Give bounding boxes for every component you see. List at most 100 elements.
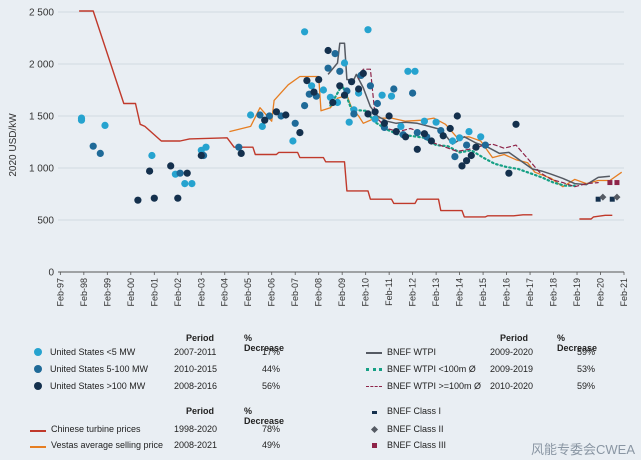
x-tick-label: Feb-06	[267, 278, 277, 307]
legend-period: 2008-2016	[174, 381, 218, 391]
legend-period: 2009-2020	[490, 347, 534, 357]
data-point	[392, 128, 400, 136]
x-tick-label: Feb-09	[337, 278, 347, 307]
data-point	[315, 76, 323, 84]
y-axis-label: 2020 USD/kW	[8, 113, 19, 177]
x-tick-label: Feb-04	[220, 278, 230, 307]
class-marker	[613, 193, 621, 201]
x-tick-label: Feb-20	[596, 278, 606, 307]
x-tick-label: Feb-17	[525, 278, 535, 307]
data-point	[409, 89, 417, 97]
data-point	[390, 85, 398, 93]
series-line	[79, 10, 533, 218]
legend-decrease: 49%	[262, 440, 281, 450]
data-point	[148, 151, 156, 160]
x-tick-label: Feb-14	[455, 278, 465, 307]
data-point	[420, 117, 428, 125]
data-point	[350, 110, 358, 118]
data-point	[512, 120, 520, 128]
x-tick-label: Feb-08	[314, 278, 324, 307]
data-point	[446, 124, 454, 133]
y-tick-label: 2 500	[29, 8, 54, 19]
data-point	[366, 82, 374, 90]
data-point	[449, 137, 457, 145]
data-point	[340, 59, 349, 67]
data-point	[134, 196, 142, 204]
data-point	[197, 151, 205, 160]
legend-label: United States >100 MW	[50, 381, 146, 391]
legend-period: 2010-2015	[174, 364, 218, 374]
legend-decrease: 78%	[262, 424, 281, 434]
legend-label: BNEF Class II	[387, 424, 444, 434]
legend-label: BNEF Class I	[387, 406, 442, 416]
data-point	[413, 129, 421, 137]
legend-period: 1998-2020	[174, 424, 218, 434]
data-point	[324, 46, 332, 55]
data-point	[427, 137, 435, 145]
data-point	[96, 149, 104, 157]
legend-swatch-icon	[366, 352, 382, 354]
legend-decrease: 59%	[577, 381, 596, 391]
data-point	[397, 122, 405, 130]
legend-label: BNEF WTPI >=100m Ø	[387, 381, 482, 391]
legend-lines-decrease-header: % Decrease	[244, 406, 285, 426]
x-tick-label: Feb-01	[149, 278, 159, 307]
legend-swatch-icon	[34, 348, 42, 356]
class-marker	[609, 196, 615, 202]
data-point	[463, 141, 471, 149]
data-point	[303, 77, 311, 85]
x-tick-label: Feb-98	[79, 278, 89, 307]
data-point	[77, 116, 86, 124]
legend-swatch-icon	[372, 411, 377, 414]
legend-period-header: Period	[186, 333, 215, 343]
legend-swatch-icon	[366, 368, 382, 371]
y-axis: 0 500 1 000 1 500 2 000 2 500	[29, 8, 54, 279]
legend-swatch-icon	[370, 425, 379, 434]
legend-swatch-icon	[34, 382, 42, 390]
data-point	[258, 122, 266, 130]
data-point	[181, 180, 189, 188]
data-point	[364, 26, 372, 34]
data-point	[282, 111, 290, 119]
data-point	[371, 115, 379, 123]
data-point	[467, 151, 475, 160]
x-axis: Feb-97 Feb-98 Feb-99 Feb-00 Feb-01 Feb-02 Feb-…	[55, 272, 629, 307]
data-point	[340, 91, 349, 99]
data-point	[411, 67, 419, 75]
x-tick-label: Feb-07	[290, 278, 300, 307]
data-point	[89, 142, 97, 150]
x-tick-label: Feb-97	[55, 278, 65, 307]
x-tick-label: Feb-00	[126, 278, 136, 307]
data-point	[329, 98, 337, 107]
series-layer	[79, 10, 623, 220]
data-point	[481, 141, 489, 149]
x-tick-label: Feb-03	[196, 278, 206, 307]
gridlines	[58, 11, 624, 273]
data-point	[176, 169, 184, 177]
data-point	[380, 119, 388, 127]
data-point	[146, 167, 154, 175]
data-point	[451, 153, 459, 161]
legend-period: 2007-2011	[174, 347, 217, 357]
series-line	[358, 68, 599, 188]
data-point	[465, 128, 473, 136]
data-point	[272, 108, 280, 116]
class-marker	[614, 180, 620, 186]
legend-period: 2010-2020	[490, 381, 534, 391]
legend-decrease: 44%	[262, 364, 281, 374]
legend-swatch-icon	[366, 386, 382, 387]
y-tick-label: 1 500	[29, 112, 54, 123]
y-tick-label: 1 000	[29, 164, 54, 175]
data-point	[458, 162, 466, 170]
data-point	[296, 129, 304, 137]
legend-label: Vestas average selling price	[51, 440, 164, 450]
data-point	[261, 116, 269, 124]
data-point	[310, 88, 318, 96]
data-point	[420, 130, 428, 138]
data-point	[378, 91, 386, 99]
legend-label: BNEF Class III	[387, 440, 447, 450]
x-tick-label: Feb-18	[549, 278, 559, 307]
x-tick-label: Feb-02	[173, 278, 183, 307]
x-tick-label: Feb-19	[572, 278, 582, 307]
y-tick-label: 500	[37, 216, 54, 227]
